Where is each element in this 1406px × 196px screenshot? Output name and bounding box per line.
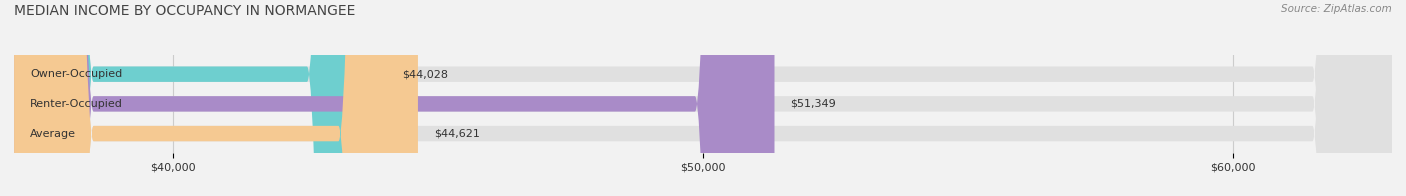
- FancyBboxPatch shape: [14, 0, 1392, 196]
- FancyBboxPatch shape: [14, 0, 775, 196]
- Text: MEDIAN INCOME BY OCCUPANCY IN NORMANGEE: MEDIAN INCOME BY OCCUPANCY IN NORMANGEE: [14, 4, 356, 18]
- FancyBboxPatch shape: [14, 0, 1392, 196]
- Text: $44,621: $44,621: [434, 129, 479, 139]
- Text: Source: ZipAtlas.com: Source: ZipAtlas.com: [1281, 4, 1392, 14]
- Text: $51,349: $51,349: [790, 99, 837, 109]
- Text: Average: Average: [30, 129, 76, 139]
- FancyBboxPatch shape: [14, 0, 418, 196]
- Text: Renter-Occupied: Renter-Occupied: [30, 99, 122, 109]
- FancyBboxPatch shape: [14, 0, 1392, 196]
- FancyBboxPatch shape: [14, 0, 387, 196]
- Text: $44,028: $44,028: [402, 69, 449, 79]
- Text: Owner-Occupied: Owner-Occupied: [30, 69, 122, 79]
